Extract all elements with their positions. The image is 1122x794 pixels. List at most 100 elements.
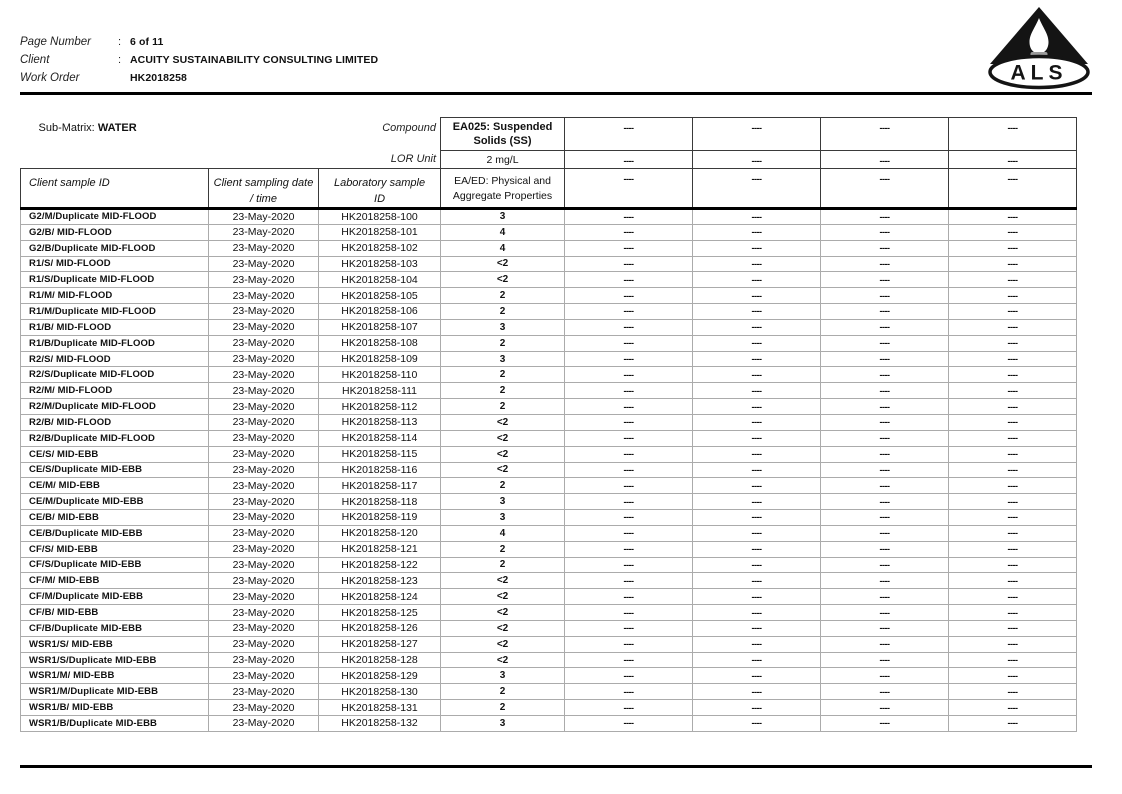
result-value-cell: 2 — [440, 699, 566, 716]
placeholder-cell: ---- — [820, 239, 950, 257]
lab-sample-id-cell: HK2018258-104 — [317, 271, 442, 289]
placeholder-cell: ---- — [948, 445, 1078, 463]
client-sample-id-cell: R1/B/ MID-FLOOD — [20, 318, 209, 336]
table-row: R1/B/ MID-FLOOD 23-May-2020 HK2018258-107 3… — [20, 318, 1078, 336]
table-row: WSR1/B/ MID-EBB 23-May-2020 HK2018258-131 2… — [20, 699, 1078, 716]
placeholder-cell: ---- — [692, 667, 822, 685]
placeholder-cell: ---- — [692, 271, 822, 289]
analyte-title-line1: EA025: Suspended — [452, 121, 553, 133]
table-row: R1/S/Duplicate MID-FLOOD 23-May-2020 HK201… — [20, 271, 1078, 289]
placeholder-cell: ---- — [948, 429, 1078, 447]
table-row: R2/S/Duplicate MID-FLOOD 23-May-2020 HK201… — [20, 366, 1078, 384]
placeholder-cell: ---- — [564, 524, 694, 542]
result-value-cell: 3 — [440, 350, 566, 368]
placeholder-cell: ---- — [564, 667, 694, 685]
client-sample-id-cell: R2/M/ MID-FLOOD — [20, 382, 209, 400]
placeholder-cell: ---- — [820, 524, 950, 542]
placeholder-cell: ---- — [820, 715, 950, 732]
placeholder-cell: ---- — [820, 635, 950, 653]
placeholder-cell: ---- — [564, 382, 694, 400]
result-value-cell: <2 — [440, 445, 566, 463]
placeholder-cell: ---- — [948, 477, 1078, 495]
sampling-date-cell: 23-May-2020 — [208, 287, 319, 305]
placeholder-cell: ---- — [564, 509, 694, 526]
placeholder-cell: ---- — [692, 572, 822, 590]
client-sample-id-cell: CF/M/Duplicate MID-EBB — [20, 588, 209, 606]
table-row: CF/M/Duplicate MID-EBB 23-May-2020 HK20182… — [20, 588, 1078, 606]
placeholder-cell: ---- — [820, 334, 950, 352]
client-sample-id-cell: WSR1/M/ MID-EBB — [20, 667, 209, 685]
table-row: R2/S/ MID-FLOOD 23-May-2020 HK2018258-109 3… — [20, 350, 1078, 368]
placeholder-cell: ---- — [820, 572, 950, 590]
sub-matrix: Sub-Matrix: WATER — [39, 122, 137, 134]
placeholder-cell: ---- — [692, 303, 822, 320]
placeholder-cell: ---- — [692, 398, 822, 415]
placeholder-cell: ---- — [820, 699, 950, 716]
result-value-cell: 2 — [440, 303, 566, 320]
placeholder-cell: ---- — [564, 429, 694, 447]
lab-sample-id-cell: HK2018258-122 — [317, 556, 442, 574]
table-row: CE/B/ MID-EBB 23-May-2020 HK2018258-119 3 --… — [20, 509, 1078, 526]
lor-unit-label: LOR Unit — [390, 153, 437, 166]
placeholder-cell: ---- — [820, 382, 950, 400]
placeholder-cell: ---- — [820, 208, 950, 225]
client-sample-id-cell: G2/M/Duplicate MID-FLOOD — [20, 208, 209, 225]
client-row: Client : ACUITY SUSTAINABILITY CONSULTIN… — [20, 54, 720, 72]
lab-sample-id-cell: HK2018258-119 — [317, 509, 442, 526]
placeholder-column-header: ---- — [820, 117, 950, 151]
placeholder-cell: ---- — [820, 651, 950, 669]
table-row: WSR1/M/ MID-EBB 23-May-2020 HK2018258-129 3… — [20, 667, 1078, 685]
sampling-date-cell: 23-May-2020 — [208, 477, 319, 495]
placeholder-cell: ---- — [948, 208, 1078, 225]
placeholder-cell: ---- — [948, 239, 1078, 257]
placeholder-cell: ---- — [692, 334, 822, 352]
sampling-date-cell: 23-May-2020 — [208, 683, 319, 701]
client-sample-id-cell: R2/B/Duplicate MID-FLOOD — [20, 429, 209, 447]
client-sample-id-cell: CE/S/ MID-EBB — [20, 445, 209, 463]
placeholder-cell: ---- — [564, 588, 694, 606]
sub-matrix-value: WATER — [97, 121, 137, 134]
placeholder-cell: ---- — [564, 556, 694, 574]
sampling-date-cell: 23-May-2020 — [208, 318, 319, 336]
result-value-cell: <2 — [440, 271, 566, 289]
table-row: WSR1/S/Duplicate MID-EBB 23-May-2020 HK201… — [20, 651, 1078, 669]
lab-sample-id-cell: HK2018258-128 — [317, 651, 442, 669]
lab-sample-id-cell: HK2018258-124 — [317, 588, 442, 606]
placeholder-cell: ---- — [948, 398, 1078, 415]
placeholder-cell: ---- — [820, 429, 950, 447]
lab-sample-id-cell: HK2018258-117 — [317, 477, 442, 495]
table-row: CE/M/Duplicate MID-EBB 23-May-2020 HK20182… — [20, 493, 1078, 511]
client-sample-id-cell: WSR1/B/ MID-EBB — [20, 699, 209, 716]
placeholder-group-cell: ---- — [948, 168, 1078, 210]
table-row: WSR1/S/ MID-EBB 23-May-2020 HK2018258-127 <… — [20, 635, 1078, 653]
placeholder-cell: ---- — [948, 540, 1078, 558]
result-value-cell: 2 — [440, 334, 566, 352]
client-sample-id-cell: CF/B/ MID-EBB — [20, 604, 209, 621]
als-logo: ALS — [988, 7, 1090, 90]
placeholder-cell: ---- — [692, 556, 822, 574]
placeholder-cell: ---- — [564, 715, 694, 732]
placeholder-cell: ---- — [692, 255, 822, 273]
placeholder-group-cell: ---- — [564, 168, 694, 210]
placeholder-cell: ---- — [692, 509, 822, 526]
client-sample-id-cell: G2/B/ MID-FLOOD — [20, 223, 209, 241]
table-row: WSR1/B/Duplicate MID-EBB 23-May-2020 HK201… — [20, 715, 1078, 732]
sub-matrix-label: Sub-Matrix: — [38, 121, 95, 134]
placeholder-lor-cell: ---- — [692, 150, 822, 169]
sampling-date-cell: 23-May-2020 — [208, 445, 319, 463]
client-sample-id-cell: R1/S/ MID-FLOOD — [20, 255, 209, 273]
sampling-date-cell: 23-May-2020 — [208, 413, 319, 431]
result-value-cell: <2 — [440, 588, 566, 606]
lab-sample-id-cell: HK2018258-109 — [317, 350, 442, 368]
result-value-cell: 4 — [440, 239, 566, 257]
placeholder-cell: ---- — [948, 556, 1078, 574]
placeholder-lor-cell: ---- — [564, 150, 694, 169]
placeholder-lor-cell: ---- — [948, 150, 1078, 169]
sampling-date-cell: 23-May-2020 — [208, 208, 319, 225]
client-sample-id-cell: WSR1/B/Duplicate MID-EBB — [20, 715, 209, 732]
placeholder-cell: ---- — [820, 366, 950, 384]
placeholder-cell: ---- — [820, 540, 950, 558]
table-row: CE/S/ MID-EBB 23-May-2020 HK2018258-115 <2-… — [20, 445, 1078, 463]
placeholder-cell: ---- — [948, 318, 1078, 336]
